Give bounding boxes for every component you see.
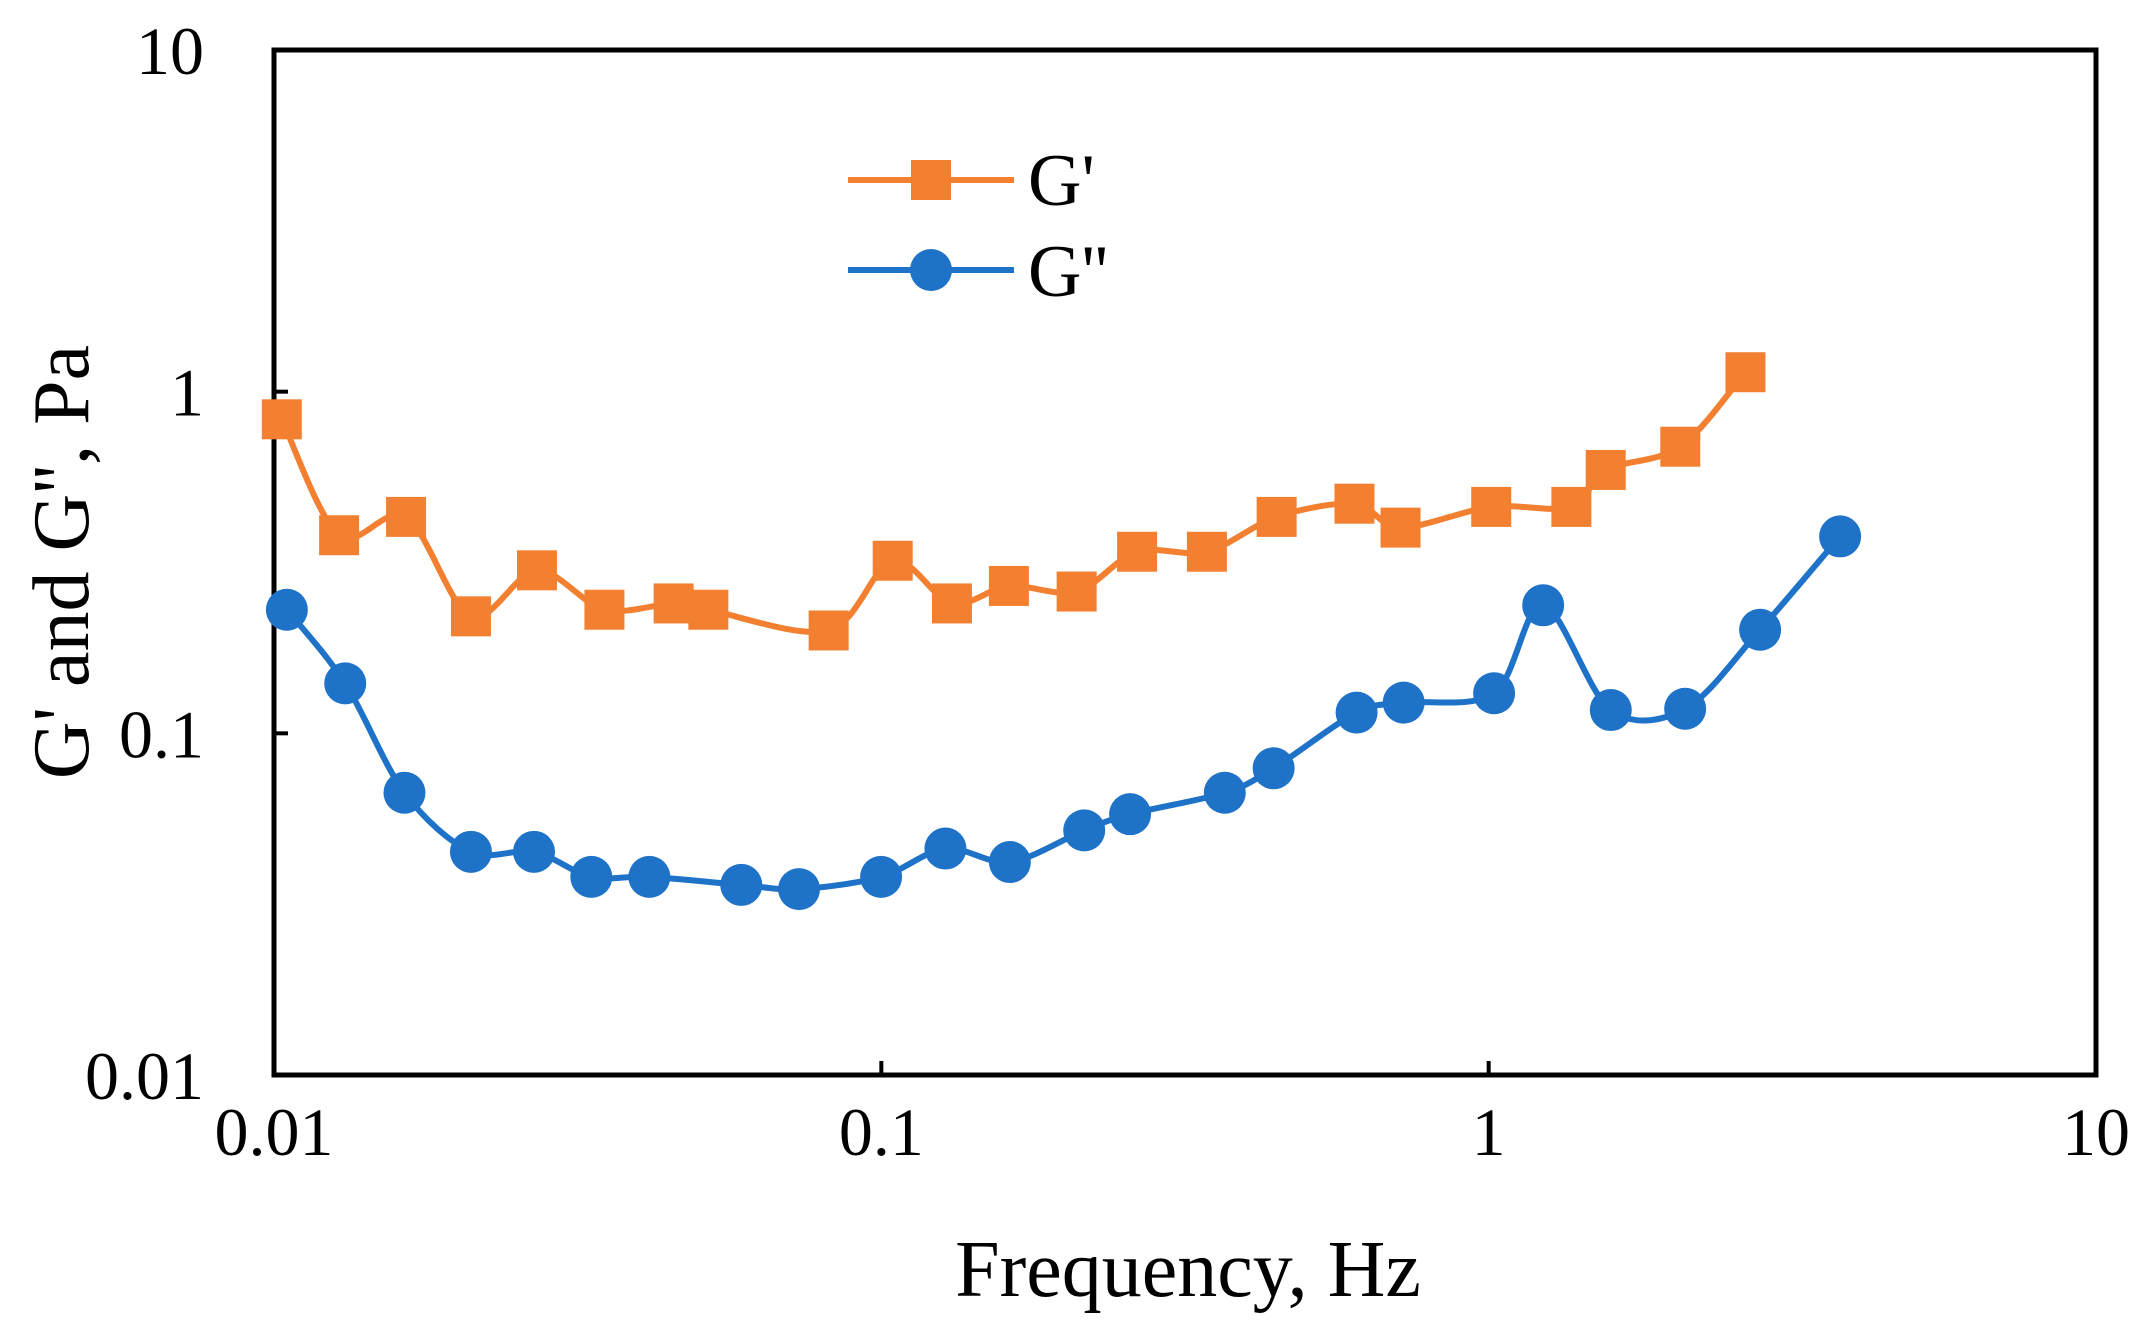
- data-point-g-prime: [688, 589, 729, 630]
- data-point-g-prime: [1056, 571, 1097, 612]
- data-point-g-prime: [516, 550, 557, 591]
- data-point-g-double-prime: [570, 855, 613, 898]
- x-axis-title: Frequency, Hz: [955, 1226, 1421, 1314]
- data-point-g-prime: [1334, 483, 1375, 524]
- data-point-g-double-prime: [1109, 793, 1152, 836]
- data-point-g-prime: [931, 583, 972, 624]
- data-point-g-prime: [1380, 507, 1421, 548]
- x-tick-label: 0.01: [215, 1094, 334, 1170]
- data-point-g-prime: [653, 583, 694, 624]
- data-point-g-prime: [808, 610, 849, 651]
- legend-label-g-prime: G': [1028, 140, 1095, 222]
- x-tick-label: 0.1: [839, 1094, 924, 1170]
- data-point-g-double-prime: [383, 771, 426, 814]
- data-point-g-double-prime: [988, 841, 1031, 884]
- data-point-g-prime: [319, 515, 360, 556]
- y-tick-label: 1: [170, 355, 204, 431]
- data-point-g-double-prime: [1382, 681, 1425, 724]
- data-point-g-double-prime: [1739, 608, 1782, 651]
- data-point-g-double-prime: [265, 588, 308, 631]
- data-point-g-prime: [1725, 352, 1766, 393]
- data-point-g-prime: [988, 565, 1029, 606]
- data-point-g-prime: [261, 399, 302, 440]
- data-point-g-prime: [872, 540, 913, 581]
- data-point-g-prime: [1471, 486, 1512, 527]
- series-layer: [261, 352, 1862, 911]
- y-tick-label: 0.1: [119, 696, 204, 772]
- plot-area-frame: [271, 47, 2099, 1078]
- x-tick-label: 10: [2062, 1094, 2130, 1170]
- legend-label-g-double-prime: G'': [1028, 231, 1108, 313]
- data-point-g-double-prime: [1522, 584, 1565, 627]
- data-point-g-double-prime: [1589, 689, 1632, 732]
- data-point-g-double-prime: [628, 855, 671, 898]
- data-point-g-prime: [1585, 449, 1626, 490]
- data-point-g-double-prime: [924, 827, 967, 870]
- data-point-g-double-prime: [1063, 809, 1106, 852]
- data-point-g-double-prime: [720, 863, 763, 906]
- data-point-g-double-prime: [778, 868, 821, 911]
- data-point-g-prime: [1660, 426, 1701, 467]
- data-point-g-double-prime: [1819, 515, 1862, 558]
- data-point-g-prime: [584, 589, 625, 630]
- data-point-g-double-prime: [1252, 747, 1295, 790]
- y-axis-title: G' and G'', Pa: [18, 345, 106, 779]
- data-point-g-double-prime: [513, 830, 556, 873]
- data-point-g-double-prime: [1335, 691, 1378, 734]
- y-tick-label: 0.01: [85, 1038, 204, 1114]
- data-point-g-double-prime: [324, 662, 367, 705]
- legend: G' G'': [848, 140, 1108, 313]
- data-point-g-prime: [1117, 531, 1158, 572]
- legend-marker-square: [911, 160, 951, 200]
- data-point-g-double-prime: [449, 830, 492, 873]
- data-point-g-prime: [1256, 496, 1297, 537]
- data-point-g-double-prime: [1473, 672, 1516, 715]
- ticks-layer: 0.01 0.1 1 10 0.01 0.1 1 10: [85, 13, 2130, 1170]
- x-tick-label: 1: [1472, 1094, 1506, 1170]
- y-tick-label: 10: [136, 13, 204, 89]
- data-point-g-prime: [386, 496, 427, 537]
- data-point-g-double-prime: [860, 855, 903, 898]
- data-point-g-double-prime: [1203, 771, 1246, 814]
- data-point-g-prime: [1186, 531, 1227, 572]
- legend-marker-circle: [910, 249, 952, 291]
- data-point-g-prime: [1551, 486, 1592, 527]
- data-point-g-double-prime: [1664, 687, 1707, 730]
- data-point-g-prime: [450, 596, 491, 637]
